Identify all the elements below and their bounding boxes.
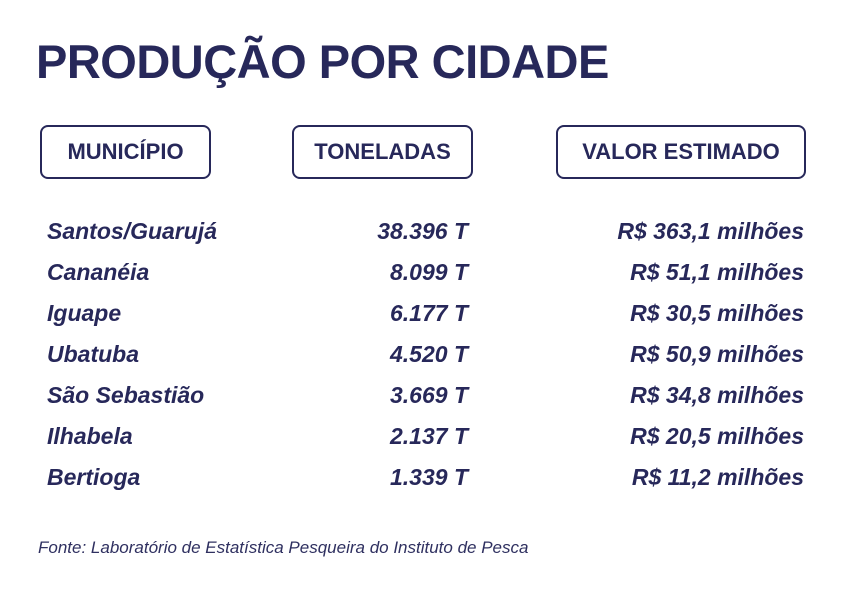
city-cell: Ilhabela [47, 423, 133, 449]
tonnes-cell: 4.520 T [390, 341, 468, 367]
table-row: Iguape 6.177 T R$ 30,5 milhões [0, 294, 857, 335]
table-row: Ubatuba 4.520 T R$ 50,9 milhões [0, 335, 857, 376]
page-title: PRODUÇÃO POR CIDADE [36, 35, 609, 88]
table-row: Ilhabela 2.137 T R$ 20,5 milhões [0, 417, 857, 458]
city-cell: Cananéia [47, 259, 150, 285]
value-cell: R$ 50,9 milhões [630, 341, 804, 367]
table-row: Bertioga 1.339 T R$ 11,2 milhões [0, 458, 857, 499]
value-cell: R$ 363,1 milhões [617, 218, 804, 244]
city-cell: Santos/Guarujá [47, 218, 217, 244]
tonnes-cell: 8.099 T [390, 259, 468, 285]
table-row: Cananéia 8.099 T R$ 51,1 milhões [0, 253, 857, 294]
tonnes-cell: 6.177 T [390, 300, 468, 326]
value-cell: R$ 11,2 milhões [631, 464, 804, 490]
value-cell: R$ 34,8 milhões [630, 382, 804, 408]
tonnes-cell: 3.669 T [390, 382, 468, 408]
column-header-municipio: MUNICÍPIO [40, 125, 211, 179]
tonnes-cell: 38.396 T [377, 218, 468, 244]
city-cell: Iguape [47, 300, 122, 326]
source-note: Fonte: Laboratório de Estatística Pesque… [38, 538, 529, 557]
column-header-valor-estimado: VALOR ESTIMADO [556, 125, 806, 179]
table-row: São Sebastião 3.669 T R$ 34,8 milhões [0, 376, 857, 417]
tonnes-cell: 1.339 T [390, 464, 468, 490]
table-row: Santos/Guarujá 38.396 T R$ 363,1 milhões [0, 212, 857, 253]
table-body: Santos/Guarujá 38.396 T R$ 363,1 milhões Ca… [0, 212, 857, 499]
value-cell: R$ 51,1 milhões [630, 259, 804, 285]
column-header-toneladas: TONELADAS [292, 125, 473, 179]
city-cell: Ubatuba [47, 341, 139, 367]
tonnes-cell: 2.137 T [390, 423, 468, 449]
city-cell: Bertioga [47, 464, 141, 490]
value-cell: R$ 30,5 milhões [630, 300, 804, 326]
value-cell: R$ 20,5 milhões [630, 423, 804, 449]
city-cell: São Sebastião [47, 382, 205, 408]
